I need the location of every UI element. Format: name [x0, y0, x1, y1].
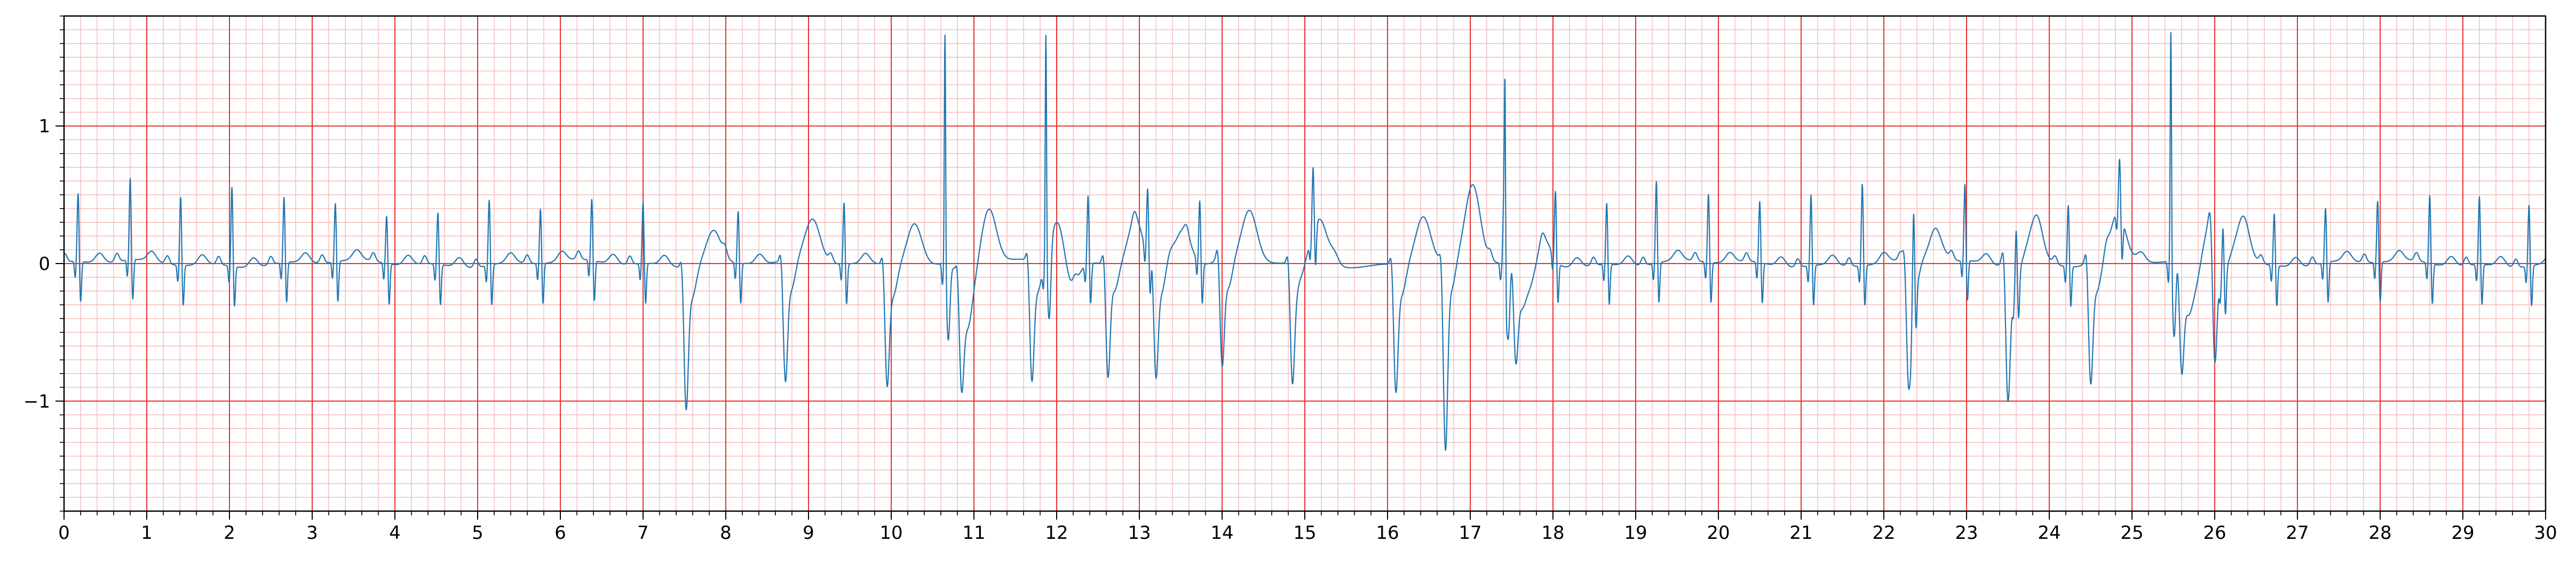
- x-tick-label: 12: [1045, 522, 1068, 544]
- x-tick-label: 24: [2038, 522, 2060, 544]
- x-tick-label: 22: [1872, 522, 1895, 544]
- x-tick-label: 4: [389, 522, 401, 544]
- x-tick-label: 7: [637, 522, 649, 544]
- y-tick-label: 1: [38, 116, 50, 137]
- y-tick-label: −1: [23, 391, 50, 412]
- x-tick-label: 3: [306, 522, 318, 544]
- x-tick-label: 15: [1293, 522, 1316, 544]
- x-tick-label: 14: [1210, 522, 1233, 544]
- x-tick-label: 21: [1789, 522, 1812, 544]
- x-tick-label: 26: [2203, 522, 2226, 544]
- x-tick-label: 27: [2286, 522, 2309, 544]
- x-tick-label: 11: [962, 522, 985, 544]
- x-tick-label: 25: [2120, 522, 2143, 544]
- x-tick-label: 17: [1459, 522, 1481, 544]
- x-tick-label: 29: [2451, 522, 2474, 544]
- ecg-trace: [64, 32, 2546, 451]
- x-tick-label: 5: [472, 522, 484, 544]
- x-tick-label: 1: [141, 522, 153, 544]
- x-tick-label: 9: [803, 522, 814, 544]
- x-tick-label: 6: [554, 522, 566, 544]
- x-tick-label: 16: [1376, 522, 1399, 544]
- x-tick-label: 13: [1128, 522, 1151, 544]
- x-tick-label: 10: [879, 522, 902, 544]
- y-tick-label: 0: [38, 253, 50, 275]
- x-tick-label: 8: [720, 522, 732, 544]
- x-tick-label: 0: [58, 522, 70, 544]
- x-axis: 0 1 2 3 4 5 6 7 8 9 10 11 12 13 14 15 16 17 18 19 20 21 22 23 24…: [58, 511, 2557, 544]
- x-tick-label: 19: [1624, 522, 1647, 544]
- x-tick-label: 2: [224, 522, 235, 544]
- x-tick-label: 23: [1955, 522, 1978, 544]
- y-axis: −1 0 1: [23, 15, 64, 512]
- x-tick-label: 18: [1541, 522, 1564, 544]
- x-tick-label: 30: [2534, 522, 2557, 544]
- x-tick-label: 28: [2368, 522, 2391, 544]
- x-tick-label: 20: [1707, 522, 1730, 544]
